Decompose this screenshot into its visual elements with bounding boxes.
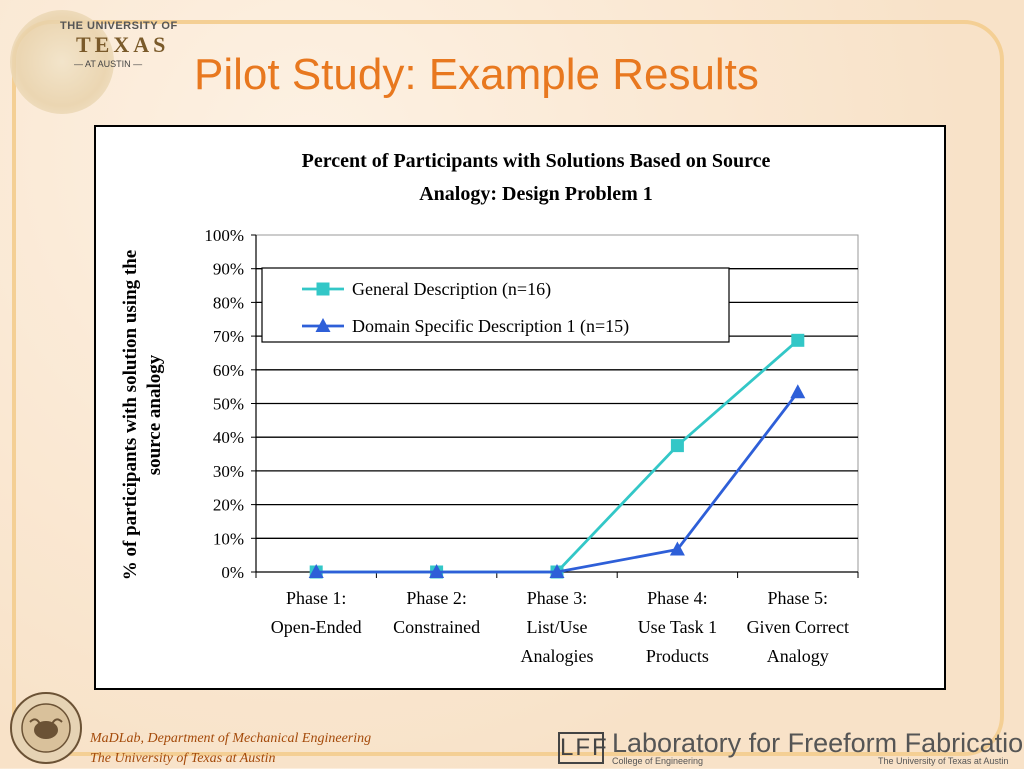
x-tick-label: List/Use bbox=[527, 617, 588, 637]
y-tick-label: 90% bbox=[213, 260, 244, 279]
y-axis-label-line: % of participants with solution using th… bbox=[120, 250, 141, 580]
chart-title-line: Analogy: Design Problem 1 bbox=[419, 183, 653, 205]
x-tick-label: Phase 5: bbox=[768, 588, 829, 608]
line-chart: Percent of Participants with Solutions B… bbox=[120, 150, 859, 666]
y-tick-label: 30% bbox=[213, 462, 244, 481]
lff-college: College of Engineering bbox=[612, 756, 704, 766]
data-point bbox=[669, 541, 685, 556]
lff-name: Laboratory for Freeform Fabrication bbox=[612, 728, 1024, 758]
data-point bbox=[308, 564, 324, 578]
x-tick-label: Phase 2: bbox=[406, 588, 467, 608]
footer-line1: MaDLab, Department of Mechanical Enginee… bbox=[90, 731, 372, 746]
x-tick-label: Open-Ended bbox=[271, 617, 362, 637]
university-logo-line1: THE UNIVERSITY OF bbox=[60, 20, 178, 32]
footer-text: MaDLab, Department of Mechanical Enginee… bbox=[90, 729, 371, 769]
data-point bbox=[429, 564, 445, 578]
x-tick-label: Phase 1: bbox=[286, 588, 347, 608]
y-tick-label: 80% bbox=[213, 293, 244, 312]
y-axis-label-line: source analogy bbox=[144, 354, 165, 475]
legend-marker bbox=[316, 282, 330, 296]
data-point bbox=[549, 564, 565, 578]
x-tick-label: Phase 4: bbox=[647, 588, 708, 608]
chart-title-line: Percent of Participants with Solutions B… bbox=[302, 150, 771, 172]
data-point bbox=[670, 439, 684, 453]
page-title: Pilot Study: Example Results bbox=[194, 50, 759, 99]
y-tick-label: 40% bbox=[213, 428, 244, 447]
x-tick-label: Use Task 1 bbox=[638, 617, 717, 637]
legend-label: General Description (n=16) bbox=[352, 279, 551, 300]
legend-box bbox=[261, 267, 730, 343]
madlab-seal-icon bbox=[10, 692, 82, 764]
data-point bbox=[791, 333, 805, 347]
data-point bbox=[790, 384, 806, 399]
y-tick-label: 100% bbox=[204, 226, 244, 245]
y-tick-label: 10% bbox=[213, 529, 244, 548]
university-seal-icon bbox=[10, 10, 114, 114]
footer-line2: The University of Texas at Austin bbox=[90, 751, 276, 766]
university-logo-line2: TEXAS bbox=[76, 32, 170, 57]
lff-logo: LFF Laboratory for Freeform Fabrication … bbox=[558, 728, 1024, 768]
legend-marker bbox=[315, 318, 331, 332]
x-tick-label: Given Correct bbox=[747, 617, 849, 637]
x-tick-label: Phase 3: bbox=[527, 588, 588, 608]
x-tick-label: Constrained bbox=[393, 617, 480, 637]
y-tick-label: 70% bbox=[213, 327, 244, 346]
x-tick-label: Analogies bbox=[521, 646, 594, 666]
slide-border bbox=[12, 20, 1004, 756]
x-tick-label: Analogy bbox=[767, 646, 829, 666]
x-tick-label: Products bbox=[646, 646, 709, 666]
lff-university: The University of Texas at Austin bbox=[878, 756, 1009, 766]
university-logo-line3: — AT AUSTIN — bbox=[74, 59, 143, 69]
y-tick-label: 20% bbox=[213, 496, 244, 515]
university-logo: THE UNIVERSITY OF TEXAS — AT AUSTIN — bbox=[4, 4, 177, 122]
y-tick-label: 50% bbox=[213, 395, 244, 414]
y-tick-label: 60% bbox=[213, 361, 244, 380]
y-tick-label: 0% bbox=[221, 563, 244, 582]
lff-mark: LFF bbox=[558, 732, 607, 764]
legend-label: Domain Specific Description 1 (n=15) bbox=[352, 316, 629, 337]
chart-frame: Percent of Participants with Solutions B… bbox=[94, 125, 946, 690]
